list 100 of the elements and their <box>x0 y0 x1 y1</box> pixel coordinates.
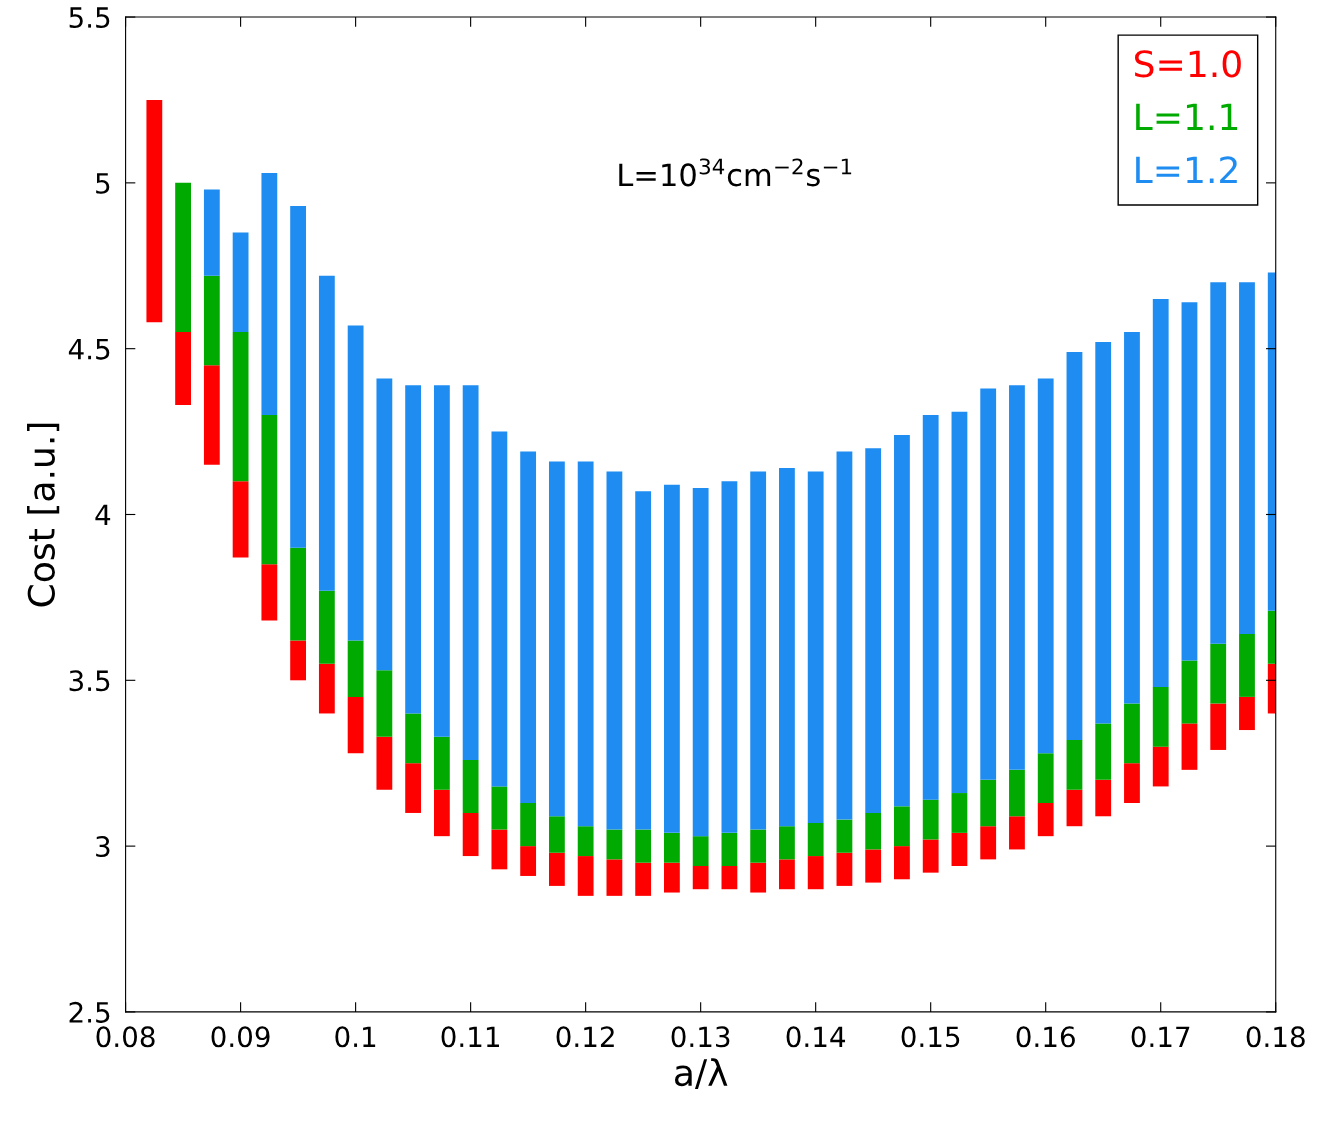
x-tick-label: 0.12 <box>556 1026 614 1048</box>
bar <box>865 448 882 813</box>
bar <box>779 859 795 890</box>
bar <box>1037 753 1054 804</box>
bar <box>491 829 508 870</box>
bar <box>1066 740 1083 790</box>
bar <box>1095 342 1112 724</box>
bar <box>1095 779 1112 817</box>
bar <box>491 431 508 787</box>
bar <box>779 468 795 827</box>
text: S=1.0 <box>1135 50 1241 78</box>
bar <box>980 826 997 860</box>
bar <box>807 822 824 857</box>
x-tick-label: 0.1 <box>335 1026 376 1048</box>
bar <box>951 832 968 867</box>
bar <box>664 862 680 893</box>
x-tick-label: 0.08 <box>96 1026 155 1048</box>
bar <box>1152 686 1169 747</box>
bar <box>1009 385 1025 770</box>
x-tick-label: 0.15 <box>901 1026 960 1048</box>
x-tick-label: 0.14 <box>786 1026 846 1048</box>
bar <box>433 385 450 737</box>
bar <box>1181 302 1198 661</box>
bar <box>807 856 824 890</box>
bar <box>405 385 422 714</box>
bar <box>232 332 249 482</box>
bar <box>836 819 853 853</box>
bar <box>175 332 191 406</box>
bar <box>1037 803 1054 837</box>
bar <box>1181 723 1198 770</box>
bar <box>462 385 479 760</box>
bar <box>606 829 623 860</box>
bar <box>433 736 450 790</box>
bar <box>232 232 249 333</box>
bar <box>980 779 997 827</box>
y-tick-label: 5.5 <box>69 7 110 28</box>
bar <box>692 866 709 890</box>
bar <box>1124 763 1140 804</box>
bar <box>376 378 393 671</box>
bar <box>635 491 652 830</box>
bar <box>692 487 709 837</box>
bar <box>1181 660 1198 724</box>
bar <box>807 471 824 823</box>
bar <box>318 590 335 664</box>
bar <box>433 789 450 837</box>
bar <box>203 275 220 366</box>
bar <box>836 451 853 820</box>
y-tick-label: 2.5 <box>69 1001 110 1023</box>
bar <box>779 826 795 860</box>
bar <box>980 388 997 780</box>
y-tick-label: 4.5 <box>68 338 110 360</box>
bar <box>1037 378 1054 754</box>
text: L=1.2 <box>1136 156 1237 183</box>
bar <box>261 564 278 621</box>
bar <box>692 836 709 867</box>
bar <box>664 832 680 863</box>
bar <box>548 852 565 886</box>
bar <box>548 816 565 853</box>
bar <box>347 640 364 697</box>
x-tick-label: 0.17 <box>1131 1026 1190 1048</box>
bar <box>1210 703 1227 750</box>
bar <box>548 461 565 817</box>
bar <box>462 812 479 857</box>
bar <box>261 172 278 415</box>
text: L=1.1 <box>1136 103 1238 130</box>
bar <box>146 99 163 323</box>
bar <box>203 365 220 465</box>
bar <box>1066 789 1083 827</box>
bar <box>261 415 278 565</box>
bar <box>520 451 537 804</box>
bar <box>491 786 508 830</box>
bar <box>865 812 882 850</box>
bar <box>577 826 594 857</box>
x-tick-label: 0.09 <box>211 1026 270 1048</box>
bar <box>1095 723 1112 780</box>
y-axis-title: Cost [a.u.] <box>27 423 60 607</box>
bar <box>347 696 364 754</box>
x-tick-label: 0.16 <box>1016 1026 1075 1048</box>
bar <box>1066 352 1083 740</box>
bar <box>922 839 939 873</box>
bar <box>721 481 738 833</box>
bar <box>175 182 191 333</box>
bar <box>290 206 307 548</box>
x-tick-label: 0.11 <box>441 1026 499 1048</box>
bar <box>721 866 738 890</box>
bar <box>577 461 594 827</box>
bar <box>865 849 882 883</box>
bar <box>606 471 623 830</box>
bar <box>520 803 537 847</box>
bar <box>290 640 307 681</box>
bar <box>232 481 249 558</box>
bar <box>951 793 968 833</box>
annotation: L=10$^{34}$cm$^{−2}$s$^{−1}$ <box>619 158 852 187</box>
bar <box>1210 282 1227 644</box>
y-tick-label: 3 <box>96 836 110 858</box>
bar <box>750 829 767 863</box>
bar <box>1239 282 1255 634</box>
bar <box>1124 703 1140 764</box>
bar <box>922 415 939 800</box>
y-tick-label: 5 <box>96 173 110 194</box>
